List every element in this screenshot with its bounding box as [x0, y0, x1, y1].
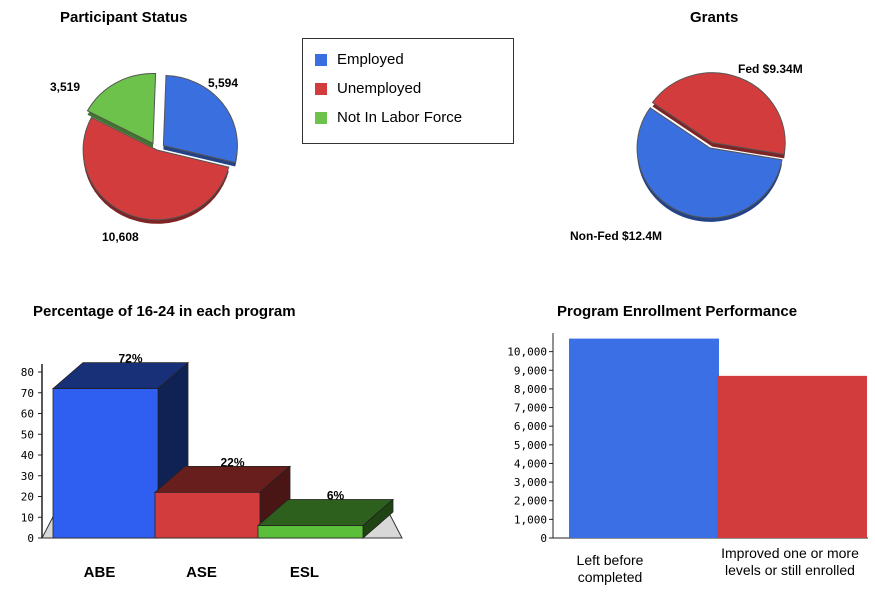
y-tick-label: 60 — [21, 408, 34, 421]
enrollment-xlabel-improved: Improved one or more levels or still enr… — [721, 545, 859, 578]
x-category-label: ESL — [290, 564, 319, 581]
x-category-label: ASE — [186, 564, 217, 581]
y-tick-label: 0 — [540, 532, 547, 545]
y-tick-label: 3,000 — [514, 476, 547, 489]
participant-status-legend: Employed Unemployed Not In Labor Force — [302, 38, 514, 144]
y-tick-label: 70 — [21, 387, 34, 400]
participant-status-title: Participant Status — [60, 9, 188, 26]
legend-swatch-nilf — [315, 112, 327, 124]
y-tick-label: 1,000 — [514, 513, 547, 526]
pie-slice-nilf — [86, 72, 157, 145]
y-tick-label: 30 — [21, 470, 34, 483]
legend-swatch-employed — [315, 54, 327, 66]
y-tick-label: 10,000 — [507, 346, 547, 359]
bar-1 — [154, 491, 261, 539]
bar-2 — [257, 525, 364, 539]
bar-value-label: 22% — [220, 455, 244, 469]
grants-slice-fed — [651, 72, 786, 155]
y-tick-label: 2,000 — [514, 495, 547, 508]
grants-label-nonfed: Non-Fed $12.4M — [570, 229, 663, 243]
pie-label-unemployed: 10,608 — [102, 230, 139, 244]
legend-label-unemployed: Unemployed — [337, 80, 422, 97]
pie-label-employed: 5,594 — [208, 76, 239, 90]
bar-value-label: 6% — [327, 489, 345, 503]
y-tick-label: 80 — [21, 366, 34, 379]
bar-1 — [717, 375, 867, 538]
pie-label-nilf: 3,519 — [50, 80, 81, 94]
y-tick-label: 9,000 — [514, 364, 547, 377]
bar-0 — [569, 338, 719, 538]
x-category-label: ABE — [84, 564, 116, 581]
grants-label-fed: Fed $9.34M — [738, 62, 803, 76]
y-tick-label: 4,000 — [514, 457, 547, 470]
pie-slice-unemployed — [82, 116, 230, 221]
y-tick-label: 50 — [21, 428, 34, 441]
legend-swatch-unemployed — [315, 83, 327, 95]
y-tick-label: 6,000 — [514, 420, 547, 433]
y-tick-label: 20 — [21, 491, 34, 504]
legend-label-employed: Employed — [337, 51, 404, 68]
y-tick-label: 0 — [27, 532, 34, 545]
pct-1624-title: Percentage of 16-24 in each program — [33, 303, 296, 320]
y-tick-label: 5,000 — [514, 439, 547, 452]
grants-slice-nonfed — [636, 107, 783, 219]
grants-title: Grants — [690, 9, 739, 26]
bar-0 — [52, 388, 159, 539]
y-tick-label: 8,000 — [514, 383, 547, 396]
enrollment-xlabel-left: Left before completed — [576, 552, 644, 585]
y-tick-label: 40 — [21, 449, 34, 462]
bar-value-label: 72% — [118, 352, 142, 366]
y-tick-label: 7,000 — [514, 402, 547, 415]
enrollment-title: Program Enrollment Performance — [557, 303, 798, 320]
pie-slice-employed — [162, 74, 238, 164]
legend-label-nilf: Not In Labor Force — [337, 109, 463, 126]
y-tick-label: 10 — [21, 511, 34, 524]
